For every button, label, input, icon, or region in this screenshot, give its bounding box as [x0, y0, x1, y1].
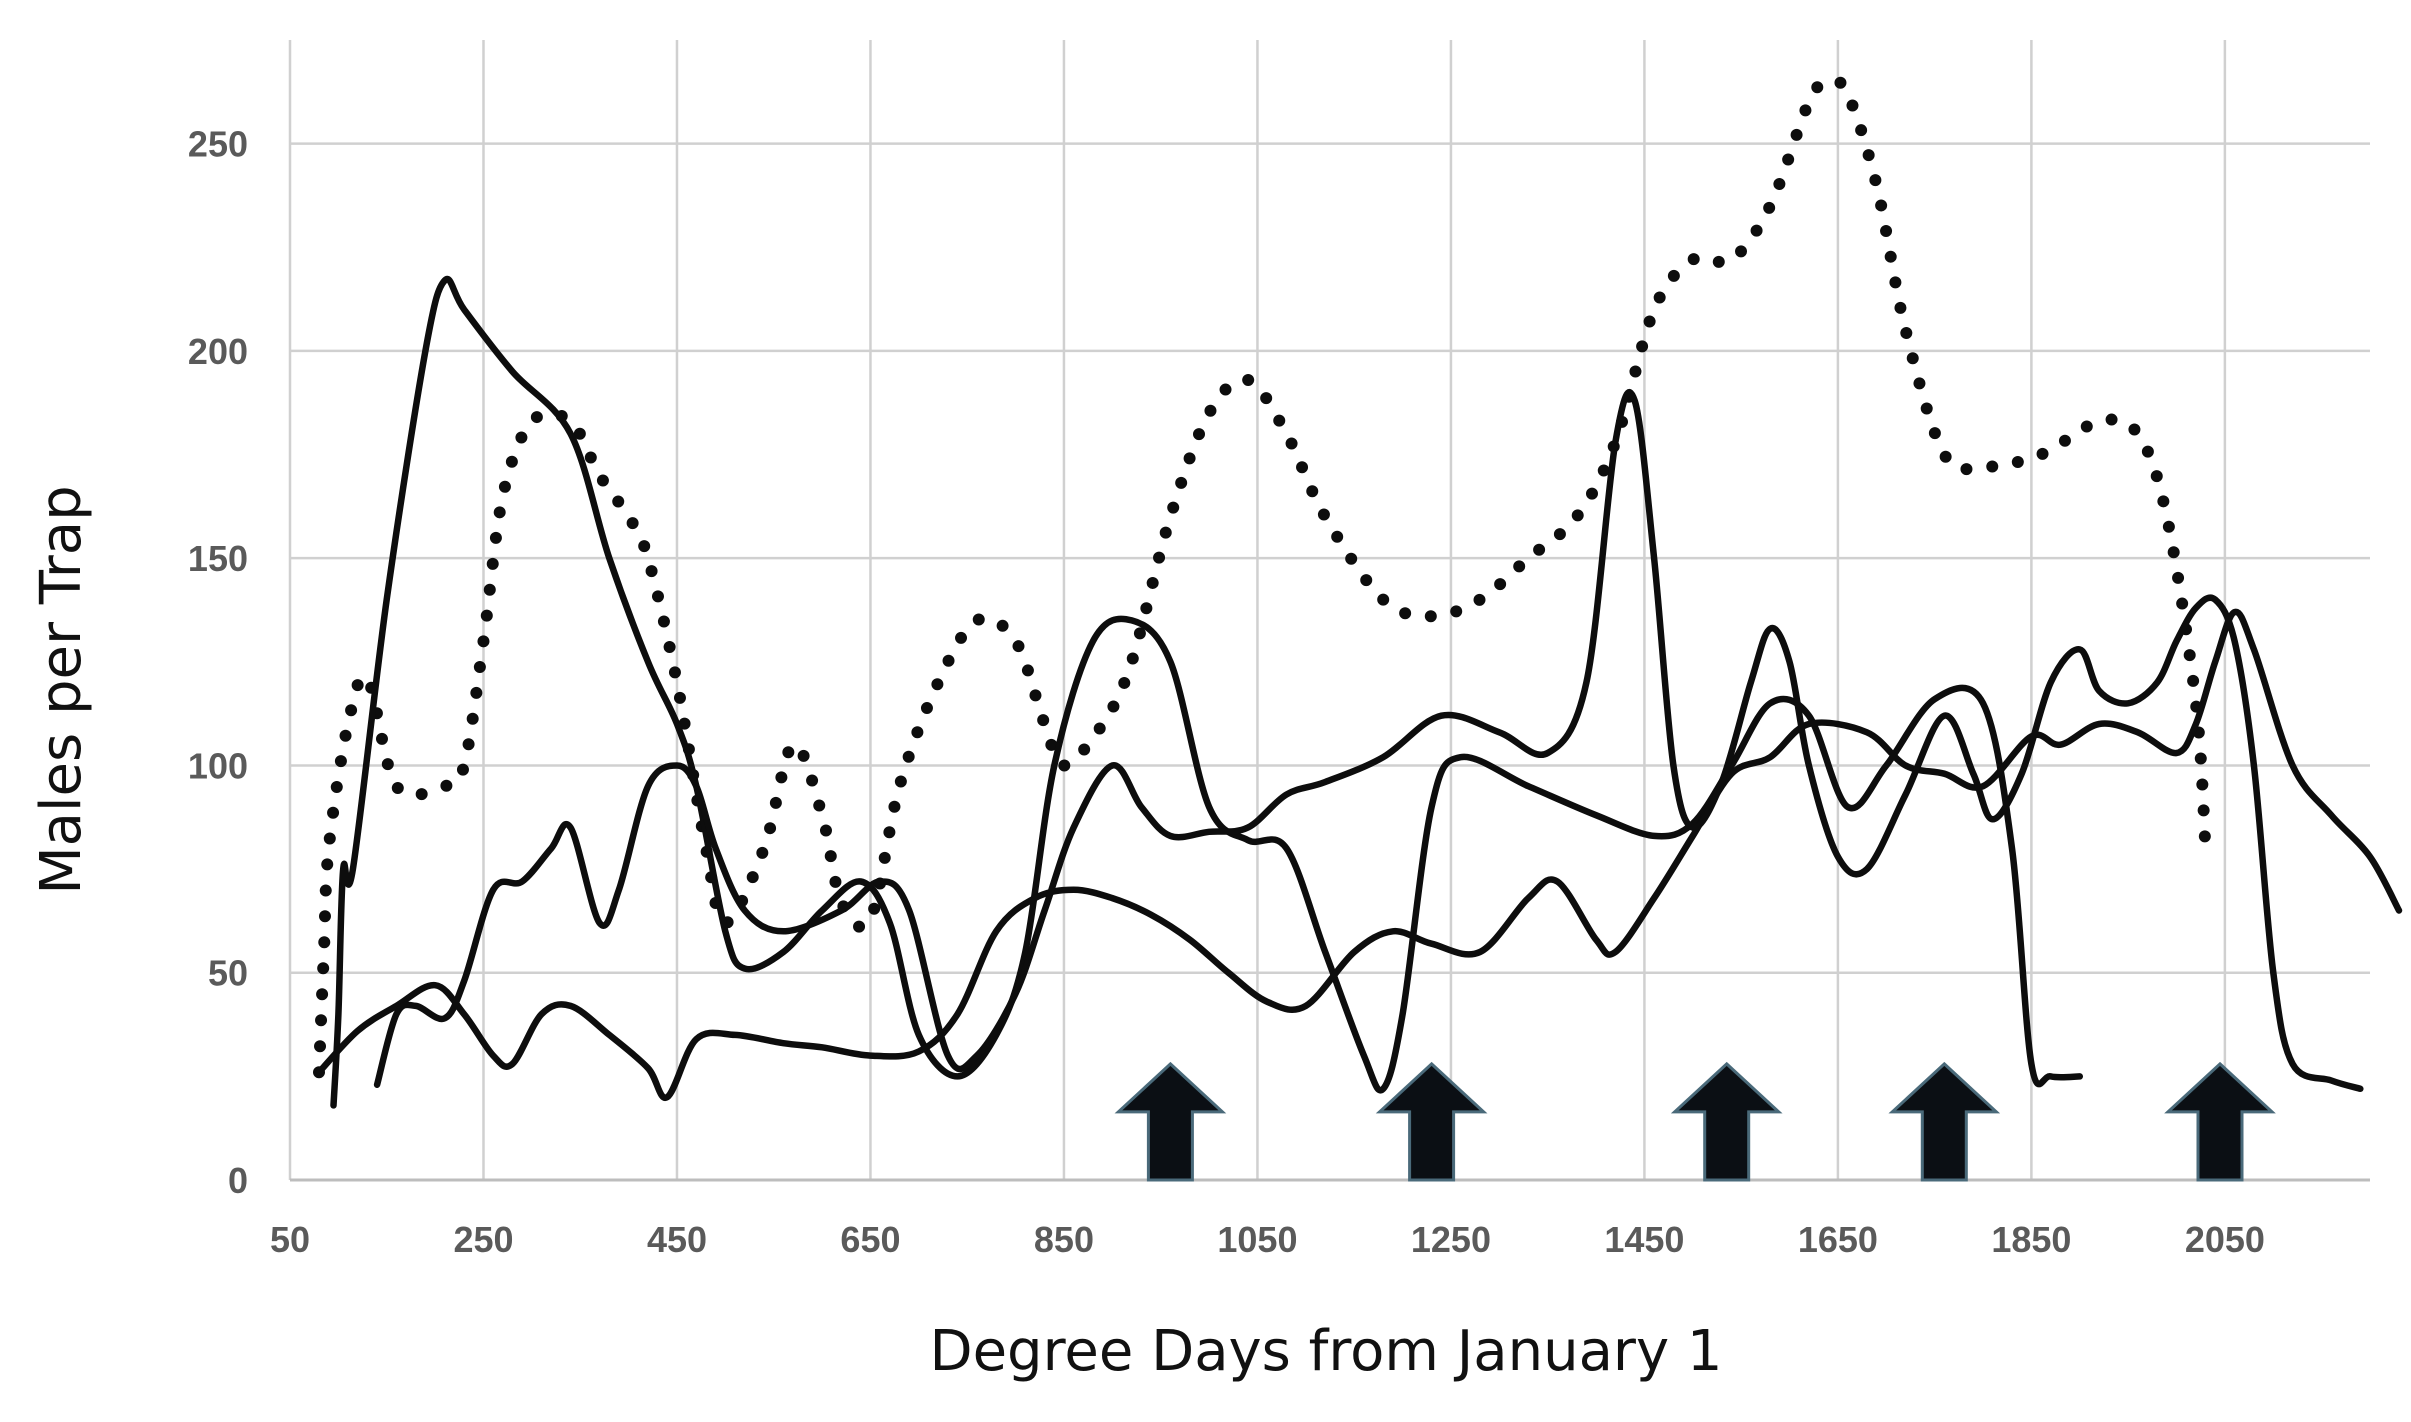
y-axis-title: Males per Trap — [29, 485, 94, 894]
series-line-2 — [330, 275, 2084, 1109]
x-tick-label: 1250 — [1411, 1219, 1491, 1260]
up-arrow-icon — [1888, 1061, 2001, 1182]
y-tick-label: 0 — [228, 1160, 248, 1201]
up-arrow-icon — [2164, 1061, 2276, 1182]
x-tick-label: 250 — [453, 1219, 513, 1260]
x-tick-label: 450 — [647, 1219, 707, 1260]
series-lines — [313, 74, 2403, 1109]
y-tick-labels: 0 50 100 150 200 250 — [188, 124, 248, 1201]
y-tick-label: 50 — [208, 953, 248, 994]
x-tick-label: 1850 — [1991, 1219, 2071, 1260]
x-tick-label: 1650 — [1798, 1219, 1878, 1260]
y-tick-label: 250 — [188, 124, 248, 165]
series-line-3 — [315, 608, 2403, 1101]
x-tick-labels: 50 250 450 650 850 1050 1250 1450 1650 1850 2050 — [270, 1219, 2265, 1260]
y-tick-label: 150 — [188, 538, 248, 579]
x-tick-label: 50 — [270, 1219, 310, 1260]
up-arrow-icon — [1114, 1061, 1227, 1182]
up-arrow-icon — [1375, 1061, 1488, 1182]
series-line-4 — [373, 388, 2364, 1093]
x-tick-label: 850 — [1034, 1219, 1094, 1260]
y-tick-label: 200 — [188, 331, 248, 372]
x-axis-title: Degree Days from January 1 — [929, 1319, 1722, 1384]
x-tick-label: 650 — [840, 1219, 900, 1260]
series-line-1 — [313, 74, 2212, 1079]
arrow-markers — [1114, 1061, 2276, 1182]
up-arrow-icon — [1670, 1061, 1783, 1182]
x-tick-label: 1050 — [1217, 1219, 1297, 1260]
x-tick-label: 2050 — [2185, 1219, 2265, 1260]
chart-grid — [288, 40, 2370, 1180]
y-tick-label: 100 — [188, 745, 248, 786]
x-tick-label: 1450 — [1604, 1219, 1684, 1260]
